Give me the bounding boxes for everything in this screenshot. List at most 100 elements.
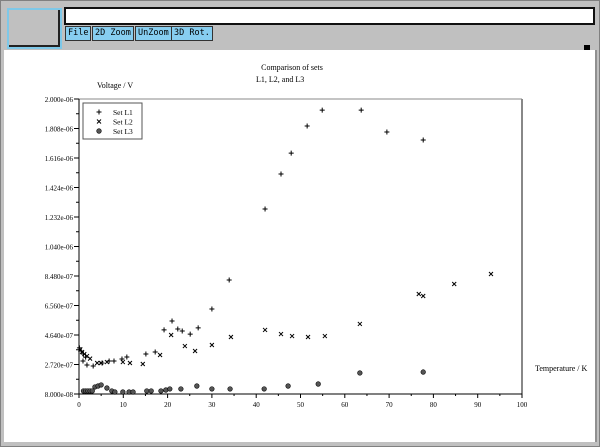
data-point (80, 358, 86, 364)
data-point (124, 354, 130, 360)
data-point (357, 321, 363, 327)
data-point (87, 356, 93, 362)
y-tick-label: 1.808e-06 (45, 126, 74, 134)
data-point (182, 343, 188, 349)
data-point (104, 359, 110, 365)
data-point (420, 137, 426, 143)
data-point (169, 318, 175, 324)
data-point (179, 328, 185, 334)
data-point (89, 388, 95, 394)
data-point (148, 388, 154, 394)
data-point (130, 389, 136, 395)
data-point (384, 129, 390, 135)
data-point (420, 293, 426, 299)
data-point (227, 386, 233, 392)
data-point (278, 171, 284, 177)
x-tick-label: 80 (430, 401, 438, 409)
3d-rotate-button[interactable]: 3D Rot. (171, 26, 213, 41)
data-point (289, 333, 295, 339)
data-point (322, 333, 328, 339)
data-point (357, 370, 363, 376)
data-point (90, 363, 96, 369)
x-tick-label: 30 (208, 401, 216, 409)
x-tick-label: 70 (386, 401, 394, 409)
data-point (192, 348, 198, 354)
data-point (304, 123, 310, 129)
x-tick-label: 0 (77, 401, 81, 409)
x-tick-label: 100 (517, 401, 528, 409)
data-point (187, 331, 193, 337)
data-point (228, 334, 234, 340)
data-point (168, 332, 174, 338)
y-tick-label: 2.720e-07 (45, 362, 74, 370)
x-axis-label: Temperature / K (535, 364, 588, 373)
data-point (77, 347, 83, 352)
legend-label: Set L1 (113, 108, 133, 117)
chart-title-line1: Comparison of sets (261, 63, 323, 72)
data-point (143, 351, 149, 357)
data-point (120, 389, 126, 395)
legend-marker-circle (96, 128, 102, 134)
data-point (152, 349, 158, 355)
legend-label: Set L2 (113, 118, 133, 127)
data-point (112, 389, 118, 395)
data-point (195, 325, 201, 331)
data-point (120, 359, 126, 365)
x-tick-label: 60 (341, 401, 349, 409)
y-axis-label: Voltage / V (97, 81, 133, 90)
data-point (261, 386, 267, 392)
data-point (288, 150, 294, 156)
y-tick-label: 6.560e-07 (45, 303, 74, 311)
data-point (305, 334, 311, 340)
data-point (84, 362, 90, 368)
legend-label: Set L3 (113, 127, 133, 136)
legend-marker-plus (96, 109, 102, 115)
data-point (140, 361, 146, 367)
data-point (262, 327, 268, 333)
data-point (488, 271, 494, 277)
title-input[interactable] (64, 7, 595, 25)
series-set-l1 (76, 107, 426, 369)
resize-handle[interactable] (584, 45, 590, 51)
preview-thumbnail[interactable] (7, 8, 62, 49)
data-point (358, 107, 364, 113)
y-tick-label: 8.480e-07 (45, 273, 74, 281)
x-tick-label: 40 (253, 401, 261, 409)
data-point (209, 386, 215, 392)
series-set-l2 (77, 271, 494, 367)
y-tick-label: 1.424e-06 (45, 185, 74, 193)
y-tick-label: 1.040e-06 (45, 244, 74, 252)
legend-box (82, 102, 143, 140)
data-point (315, 381, 321, 387)
data-point (226, 277, 232, 283)
data-point (158, 388, 164, 394)
data-point (262, 206, 268, 212)
y-tick-label: 4.640e-07 (45, 332, 74, 340)
data-point (144, 388, 150, 394)
data-point (111, 358, 117, 364)
data-point (285, 383, 291, 389)
data-point (420, 369, 426, 375)
x-tick-label: 90 (474, 401, 482, 409)
y-tick-label: 1.232e-06 (45, 214, 74, 222)
data-point (104, 385, 110, 391)
data-point (278, 331, 284, 337)
data-point (98, 360, 104, 366)
data-point (175, 326, 181, 332)
data-point (167, 386, 173, 392)
data-point (416, 291, 422, 297)
file-button[interactable]: File (65, 26, 92, 41)
x-tick-label: 50 (297, 401, 305, 409)
data-point (98, 382, 104, 388)
data-point (319, 107, 325, 113)
data-point (209, 306, 215, 312)
y-tick-label: 2.000e-06 (45, 96, 74, 104)
data-point (127, 360, 133, 366)
y-tick-label: 8.000e-08 (45, 391, 74, 399)
legend-marker-cross (96, 119, 102, 124)
data-point (209, 342, 215, 348)
2d-zoom-button[interactable]: 2D Zoom (92, 26, 134, 41)
data-point (451, 281, 457, 287)
